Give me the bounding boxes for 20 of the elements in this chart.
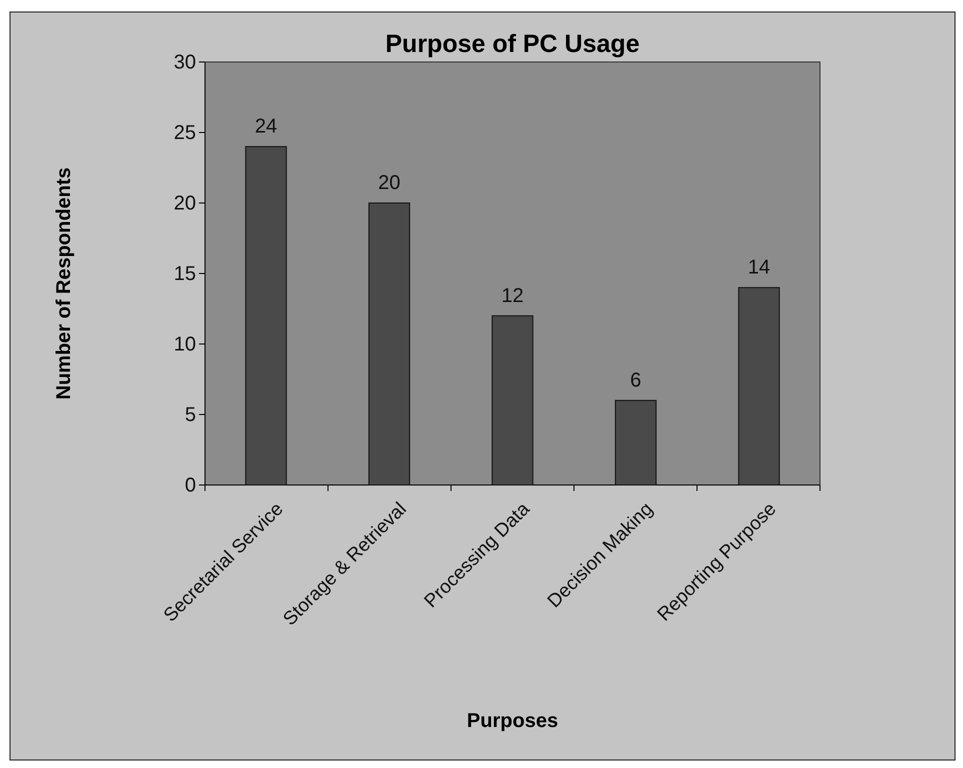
y-tick-label: 15 — [174, 262, 196, 285]
bar — [492, 315, 534, 486]
y-tick-label: 30 — [174, 51, 196, 74]
bar — [738, 287, 780, 486]
y-tick-label: 5 — [184, 404, 196, 426]
y-tick-label: 20 — [174, 192, 196, 214]
y-axis-title: Number of Respondents — [53, 167, 75, 400]
y-tick-label: 0 — [184, 474, 196, 496]
y-tick-label: 10 — [174, 333, 196, 356]
bar — [368, 202, 410, 486]
data-label: 24 — [254, 116, 278, 138]
data-label: 20 — [378, 172, 400, 194]
bar — [245, 146, 287, 486]
chart-title: Purpose of PC Usage — [385, 30, 640, 58]
data-label: 12 — [501, 284, 524, 307]
y-tick-label: 25 — [174, 122, 196, 144]
x-axis-title: Purposes — [466, 710, 558, 732]
data-label: 14 — [748, 256, 770, 279]
bar — [614, 400, 657, 486]
data-label: 6 — [630, 369, 642, 392]
